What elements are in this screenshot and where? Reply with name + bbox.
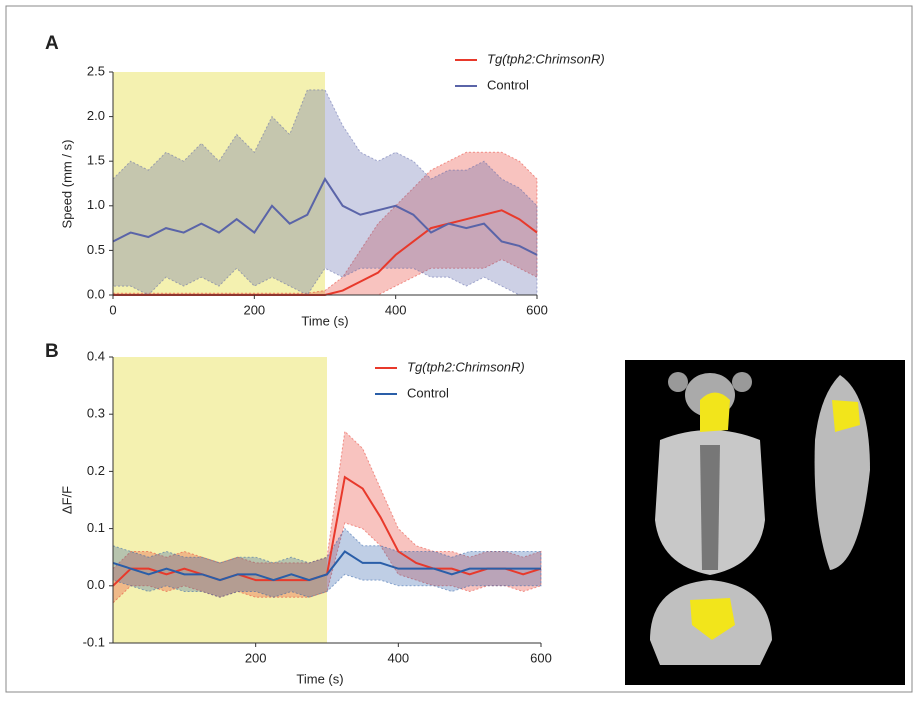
legend-label: Control — [487, 77, 529, 92]
y-axis-label: ΔF/F — [59, 486, 74, 514]
y-tick-label: 0.2 — [87, 463, 105, 478]
y-tick-label: 1.0 — [87, 197, 105, 212]
legend-label: Tg(tph2:ChrimsonR) — [487, 51, 605, 66]
x-tick-label: 400 — [387, 650, 409, 665]
y-tick-label: 0.3 — [87, 406, 105, 421]
y-tick-label: 2.5 — [87, 63, 105, 78]
y-tick-label: -0.1 — [83, 634, 105, 649]
panel-label: A — [45, 33, 59, 54]
y-tick-label: 0.0 — [87, 577, 105, 592]
y-tick-label: 1.5 — [87, 153, 105, 168]
x-axis-label: Time (s) — [296, 671, 343, 686]
x-tick-label: 600 — [526, 302, 548, 317]
brain-image — [625, 360, 905, 685]
x-axis-label: Time (s) — [301, 313, 348, 328]
x-tick-label: 0 — [109, 302, 116, 317]
y-tick-label: 0.0 — [87, 286, 105, 301]
x-tick-label: 200 — [245, 650, 267, 665]
x-tick-label: 400 — [385, 302, 407, 317]
x-tick-label: 200 — [243, 302, 265, 317]
y-tick-label: 0.4 — [87, 348, 105, 363]
legend-label: Control — [407, 385, 449, 400]
y-axis-label: Speed (mm / s) — [59, 140, 74, 229]
legend-label: Tg(tph2:ChrimsonR) — [407, 359, 525, 374]
stimulus-shade — [113, 357, 327, 643]
y-tick-label: 2.0 — [87, 108, 105, 123]
x-tick-label: 600 — [530, 650, 552, 665]
panel-label: B — [45, 341, 59, 362]
y-tick-label: 0.1 — [87, 520, 105, 535]
y-tick-label: 0.5 — [87, 242, 105, 257]
figure: A Tg(tph2:ChrimsonR) Control 0.0 0.5 1.0 1.5 2.… — [0, 0, 919, 698]
